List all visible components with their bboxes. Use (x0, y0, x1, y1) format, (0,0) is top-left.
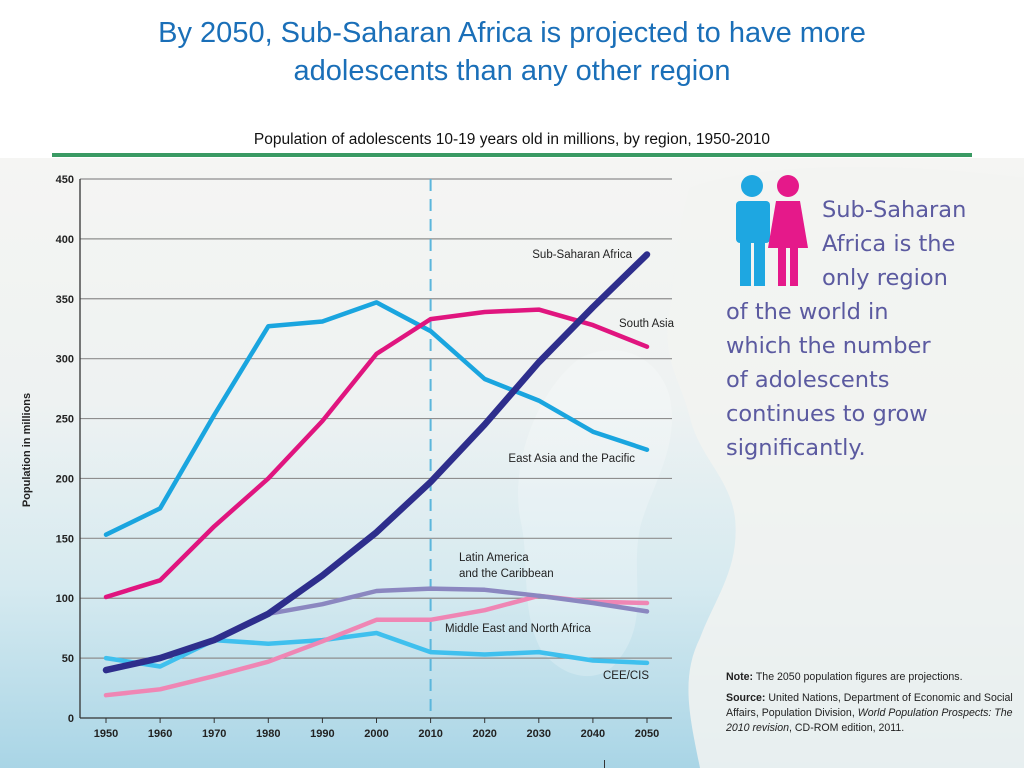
x-tick-label: 1950 (94, 728, 118, 740)
source-text: United Nations, Department of Economic a… (726, 692, 1013, 719)
male-figure-icon (736, 175, 770, 286)
callout-line: of adolescents (726, 367, 890, 393)
y-axis-title: Population in millions (21, 393, 33, 507)
series-label: and the Caribbean (459, 568, 554, 580)
note-text: The 2050 population figures are projecti… (753, 671, 963, 683)
callout-line: of the world in (726, 299, 889, 325)
series-line-east-asia-and-the-pacific (103, 300, 650, 537)
series-label: Middle East and North Africa (445, 623, 591, 635)
source-text-end: , CD-ROM edition, 2011. (789, 722, 905, 734)
callout-line: continues to grow (726, 401, 928, 427)
series-labels: East Asia and the Pacific South Asia CEE/C… (445, 249, 675, 682)
slide-marker (604, 760, 605, 768)
series-label: South Asia (619, 318, 675, 330)
slide-title: By 2050, Sub-Saharan Africa is projected… (0, 14, 1024, 90)
y-tick-label: 100 (56, 593, 74, 605)
series-line-middle-east-and-north-africa (103, 593, 650, 698)
series-lines (102, 251, 651, 698)
female-figure-icon (768, 175, 808, 286)
note-label: Note: (726, 671, 754, 683)
y-tick-label: 400 (56, 234, 74, 246)
callout-text: Sub-Saharan Africa is the only region of… (726, 193, 1016, 465)
y-tick-label: 200 (56, 473, 74, 485)
chart-subtitle: Population of adolescents 10-19 years ol… (253, 131, 771, 148)
callout-line: Sub-Saharan (822, 197, 967, 223)
x-axis-ticks: 1950 1960 1970 1980 1990 2000 2010 2020 2030 2040… (94, 718, 659, 740)
slide-title-line-1: By 2050, Sub-Saharan Africa is projected… (158, 17, 866, 49)
y-tick-label: 300 (56, 354, 74, 366)
y-tick-label: 50 (62, 653, 74, 665)
x-tick-label: 1970 (202, 728, 226, 740)
y-tick-label: 350 (56, 294, 74, 306)
note: Note: The 2050 population figures are pr… (726, 670, 1022, 685)
callout-line: Africa is the (822, 231, 956, 257)
source: Source: United Nations, Department of Ec… (726, 691, 1022, 736)
x-tick-label: 1960 (148, 728, 172, 740)
series-line-sub-saharan-africa (102, 251, 651, 674)
infographic-panel (0, 158, 1024, 768)
notes-block: Note: The 2050 population figures are pr… (726, 670, 1022, 742)
x-tick-label: 1980 (256, 728, 280, 740)
x-tick-label: 2040 (581, 728, 605, 740)
x-tick-label: 2010 (418, 728, 442, 740)
callout-line: which the number (726, 333, 931, 359)
source-label: Source: (726, 692, 766, 704)
callout-line: only region (822, 265, 948, 291)
series-label: East Asia and the Pacific (508, 453, 635, 465)
series-line-south-asia (103, 307, 650, 600)
africa-map-background (518, 167, 1024, 768)
x-tick-label: 2000 (364, 728, 388, 740)
y-tick-label: 250 (56, 414, 74, 426)
x-tick-label: 2020 (472, 728, 496, 740)
callout-line: significantly. (726, 435, 866, 461)
divider-rule (52, 153, 972, 157)
series-label: Sub-Saharan Africa (532, 249, 632, 261)
source-publication: World Population Prospects: The 2010 rev… (726, 707, 1013, 734)
x-tick-label: 1990 (310, 728, 334, 740)
y-tick-label: 0 (68, 713, 74, 725)
series-label: Latin America (459, 552, 529, 564)
series-label: CEE/CIS (603, 670, 649, 682)
x-tick-label: 2030 (527, 728, 551, 740)
y-tick-label: 450 (56, 174, 74, 186)
adolescent-figures-icon (736, 175, 808, 286)
y-tick-label: 150 (56, 533, 74, 545)
slide-title-line-2: adolescents than any other region (293, 55, 731, 87)
y-axis-ticks: 0 50 100 150 200 250 300 350 400 450 (56, 174, 74, 725)
x-tick-label: 2050 (635, 728, 659, 740)
